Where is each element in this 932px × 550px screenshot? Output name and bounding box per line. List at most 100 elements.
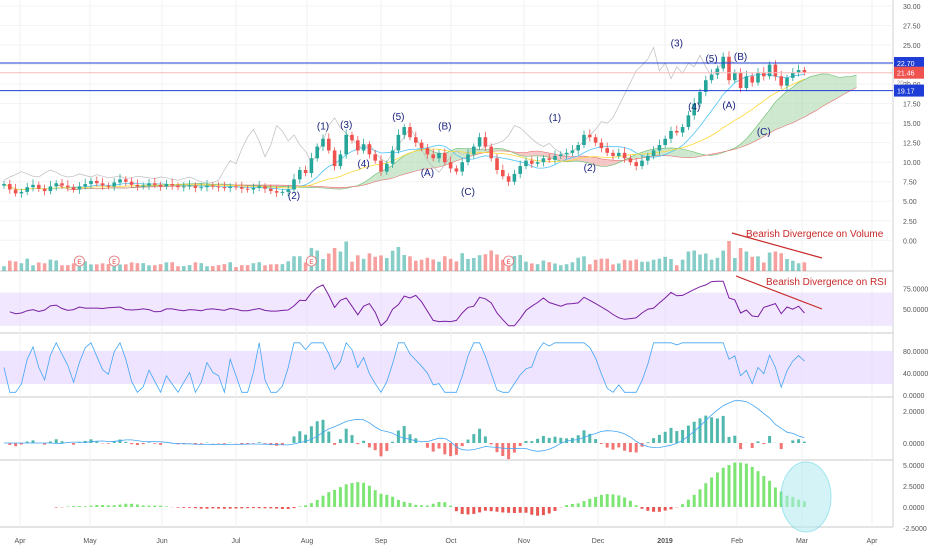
macd-histogram-bar [507,443,511,460]
ichimoku-cloud [404,153,410,175]
macd-histogram-bar [408,434,412,443]
stoch-tick-label: 0.0000 [903,393,925,400]
ichimoku-cloud [613,160,619,165]
candle-body [234,186,238,188]
volume-bar [13,261,18,271]
macd-histogram-bar [391,441,395,443]
candle-body [385,163,389,172]
macd-histogram-bar [263,443,267,444]
volume-bar [518,255,522,271]
oscillator-bar [565,505,569,507]
candle-body [292,179,296,190]
macd-histogram-bar [199,443,203,444]
ichimoku-cloud [804,76,811,118]
oscillator-bar [222,507,226,509]
oscillator-bar [460,507,464,515]
candle-body [176,185,180,188]
volume-bar [141,263,145,271]
x-axis-tick-label: Feb [731,538,743,545]
volume-bar [640,261,644,271]
candle-body [8,184,12,190]
volume-bar [605,258,609,271]
candle-body [727,56,731,81]
ichimoku-cloud [531,151,538,157]
wave-label: (1) [549,113,561,124]
ichimoku-cloud [763,109,770,137]
candle-body [25,187,29,192]
oscillator-bar [391,496,395,507]
candle-body [431,154,435,159]
macd-histogram-bar [222,443,226,444]
oscillator-bar [298,506,302,507]
ichimoku-cloud [746,132,753,146]
volume-bar [791,260,795,271]
oscillator-bar [739,462,743,507]
macd-histogram-bar [19,443,23,445]
volume-bar [71,263,76,271]
candle-body [448,162,453,169]
partially-hidden-price-label: 20.4 [897,81,909,87]
candle-body [205,185,209,188]
volume-bar [216,265,221,271]
macd-histogram-bar [373,443,377,451]
candle-body [541,158,546,163]
oscillator-bar [333,489,337,507]
macd-histogram-bar [31,440,35,443]
macd-histogram-bar [802,441,806,443]
ichimoku-cloud [816,73,822,111]
volume-bar [425,257,430,271]
volume-bar [385,258,389,271]
macd-histogram-bar [443,443,447,455]
volume-bar [414,260,418,271]
stoch-tick-label: 40.0000 [903,371,928,378]
oscillator-bar [588,498,592,507]
oscillator-bar [472,507,476,514]
oscillator-bar [182,507,186,508]
candle-body [483,137,488,147]
macd-histogram-bar [727,436,731,443]
oscillator-bar [454,507,458,512]
oscillator-bar [205,507,209,509]
macd-histogram-bar [698,418,702,443]
price-tick-label: 2.50 [903,219,917,226]
ichimoku-cloud [792,82,799,123]
candle-body [19,191,24,194]
macd-histogram-bar [553,436,557,443]
macd-histogram-bar [182,443,186,444]
ichimoku-cloud [584,156,590,164]
oscillator-bar [292,507,296,509]
candle-body [576,145,580,151]
candle-body [263,186,267,189]
oscillator-bar [483,507,487,511]
macd-histogram-bar [309,426,313,443]
oscillator-bar [495,507,499,512]
volume-bar [530,263,534,271]
oscillator-bar [721,467,725,507]
oscillator-bar [553,507,557,511]
candle-body [512,173,517,182]
oscillator-bar [715,472,719,507]
volume-bar [193,262,198,271]
oscillator-bar [135,504,139,507]
macd-histogram-bar [449,443,453,457]
volume-bar [2,266,6,271]
oscillator-bar [768,480,772,507]
candle-body [599,142,604,149]
x-axis-tick-label: Sep [375,538,388,545]
candle-body [744,76,749,88]
oscillator-bar [408,503,412,507]
macd-histogram-bar [95,441,99,443]
macd-histogram-bar [385,443,389,451]
level-price-label: 19.17 [897,89,915,96]
ichimoku-cloud [752,124,758,143]
candle-body [106,185,111,187]
volume-bar [785,259,789,271]
ichimoku-cloud [607,159,613,167]
volume-bar [396,247,401,271]
volume-bar [535,264,540,271]
last-price-label: 21.46 [897,71,915,78]
candle-body [669,130,673,139]
macd-histogram-bar [8,443,12,445]
oscillator-bar [547,507,551,514]
